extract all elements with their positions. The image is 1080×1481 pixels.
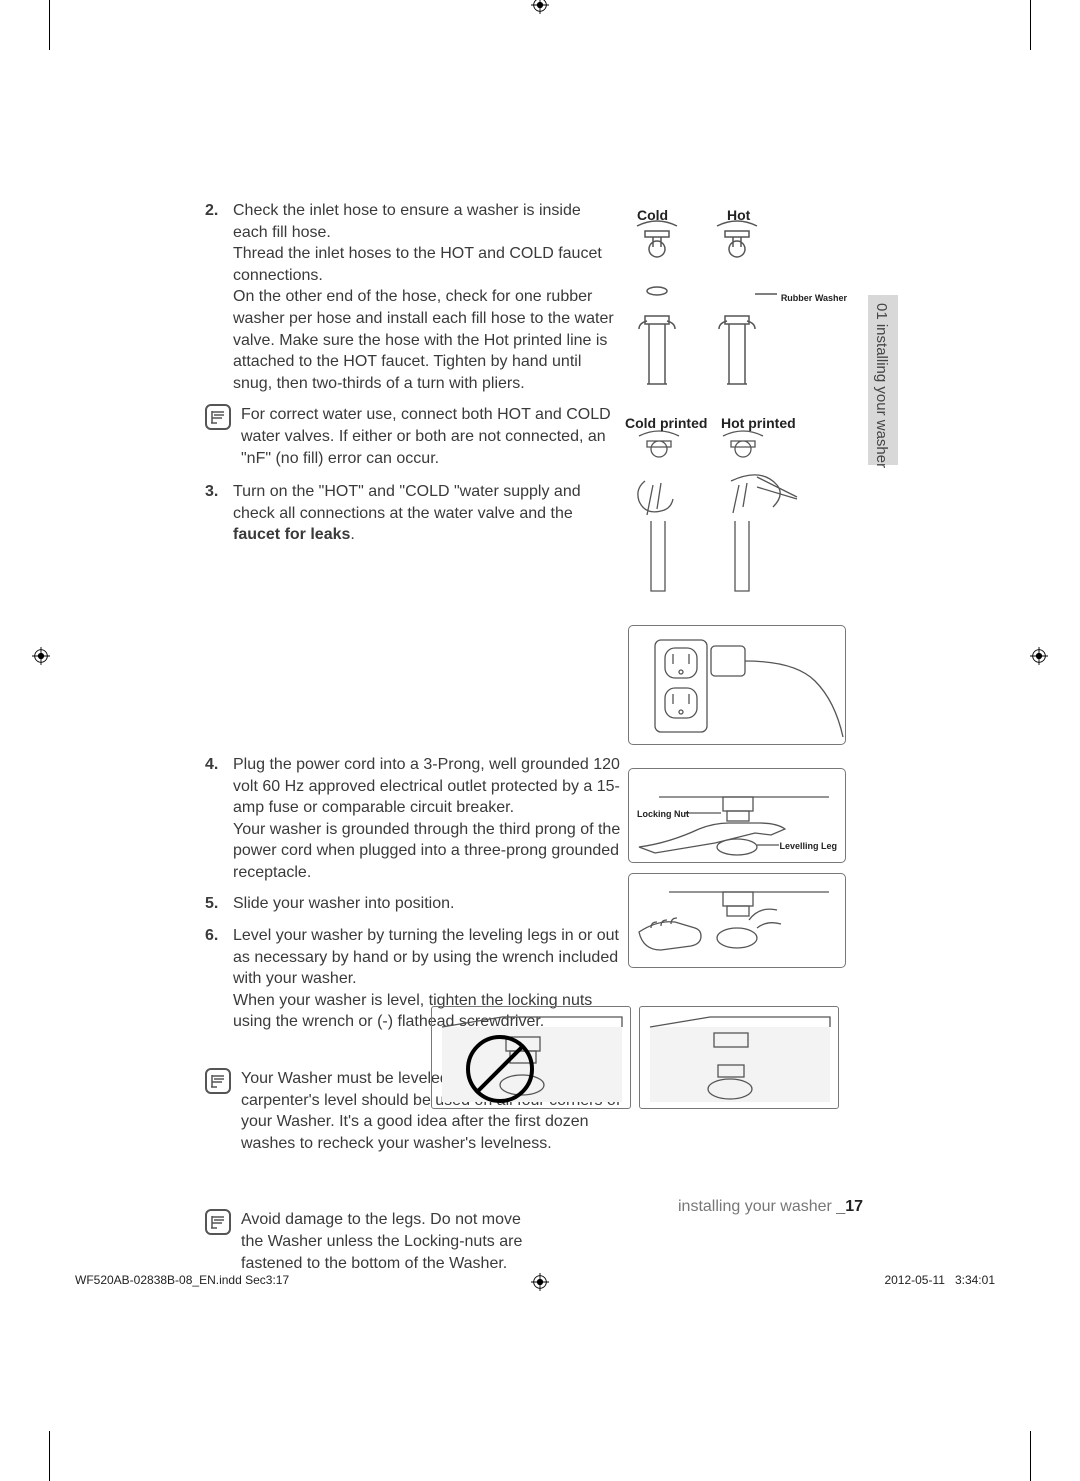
note-box: For correct water use, connect both HOT … — [205, 404, 623, 469]
footer-indd: WF520AB-02838B-08_EN.indd Sec3:17 — [75, 1273, 289, 1287]
label-cold: Cold — [637, 207, 668, 223]
nut-wrong-icon — [432, 1007, 632, 1112]
step-text: Thread the inlet hoses to the HOT and CO… — [233, 243, 619, 286]
crop-mark — [49, 1431, 50, 1481]
illustration-panel-wrong — [431, 1006, 631, 1109]
footer-time: 3:34:01 — [955, 1273, 995, 1287]
outlet-drawing-icon — [629, 626, 847, 746]
step-text: Plug the power cord into a 3-Prong, well… — [233, 754, 623, 819]
note-icon — [205, 1209, 231, 1235]
step-text: Slide your washer into position. — [233, 893, 619, 915]
step-number: 6. — [205, 925, 233, 1033]
step-number: 5. — [205, 893, 233, 915]
label-hot-printed: Hot printed — [721, 415, 796, 431]
note-icon — [205, 1068, 231, 1094]
step-number: 4. — [205, 754, 233, 884]
note-text: Avoid damage to the legs. Do not move th… — [241, 1209, 545, 1274]
footer-date: 2012-05-11 — [884, 1273, 945, 1287]
step-text: Turn on the "HOT" and "COLD "water suppl… — [233, 483, 581, 522]
section-tab: 01 installing your washer — [868, 295, 898, 595]
illustration-leveling-wrench: Locking Nut Levelling Leg — [628, 768, 846, 863]
printed-drawing-icon — [627, 421, 847, 621]
step-body: Plug the power cord into a 3-Prong, well… — [233, 754, 623, 884]
step-text: On the other end of the hose, check for … — [233, 286, 619, 394]
registration-mark-icon — [1030, 647, 1048, 665]
label-rubber-washer: Rubber Washer — [781, 293, 847, 303]
page-footer: installing your washer _17 — [678, 1198, 863, 1216]
registration-mark-icon — [531, 0, 549, 14]
step-text: Check the inlet hose to ensure a washer … — [233, 200, 619, 243]
step-text-bold: faucet for leaks — [233, 526, 350, 543]
nut-right-icon — [640, 1007, 840, 1112]
illustration-hoses: Cold Hot Rubber Washer — [626, 200, 846, 420]
registration-mark-icon — [32, 647, 50, 665]
label-cold-printed: Cold printed — [625, 415, 707, 431]
illustration-leveling-hand — [628, 873, 846, 968]
label-hot: Hot — [727, 207, 750, 223]
step-body: Check the inlet hose to ensure a washer … — [233, 200, 619, 394]
illustration-locking-nuts — [430, 1005, 840, 1110]
step-body: Turn on the "HOT" and "COLD "water suppl… — [233, 481, 619, 546]
step-text: Level your washer by turning the levelin… — [233, 925, 619, 990]
step-number: 3. — [205, 481, 233, 546]
step-5: 5. Slide your washer into position. — [205, 893, 619, 915]
step-4: 4. Plug the power cord into a 3-Prong, w… — [205, 754, 623, 884]
note-icon — [205, 404, 231, 430]
step-body: Slide your washer into position. — [233, 893, 619, 915]
crop-mark — [49, 0, 50, 50]
note-text: For correct water use, connect both HOT … — [241, 404, 623, 469]
step-number: 2. — [205, 200, 233, 394]
illustration-panel-right — [639, 1006, 839, 1109]
illustration-printed-hoses: Cold printed Hot printed — [626, 420, 846, 620]
step-text: Your washer is grounded through the thir… — [233, 819, 623, 884]
crop-mark — [1030, 1431, 1031, 1481]
note-box: Avoid damage to the legs. Do not move th… — [205, 1209, 545, 1274]
step-text: . — [350, 526, 354, 543]
hand-leveling-drawing-icon — [629, 874, 847, 969]
label-locking-nut: Locking Nut — [637, 809, 689, 819]
footer-page-number: 17 — [845, 1198, 863, 1215]
section-tab-label: 01 installing your washer — [873, 303, 890, 468]
footer-section: installing your washer _ — [678, 1198, 845, 1215]
step-2: 2. Check the inlet hose to ensure a wash… — [205, 200, 619, 394]
step-3: 3. Turn on the "HOT" and "COLD "water su… — [205, 481, 619, 546]
label-levelling-leg: Levelling Leg — [779, 841, 837, 851]
illustration-outlet — [628, 625, 846, 745]
crop-mark — [1030, 0, 1031, 50]
hose-drawing-icon — [627, 201, 847, 411]
footer-datetime: 2012-05-11 3:34:01 — [884, 1273, 995, 1287]
